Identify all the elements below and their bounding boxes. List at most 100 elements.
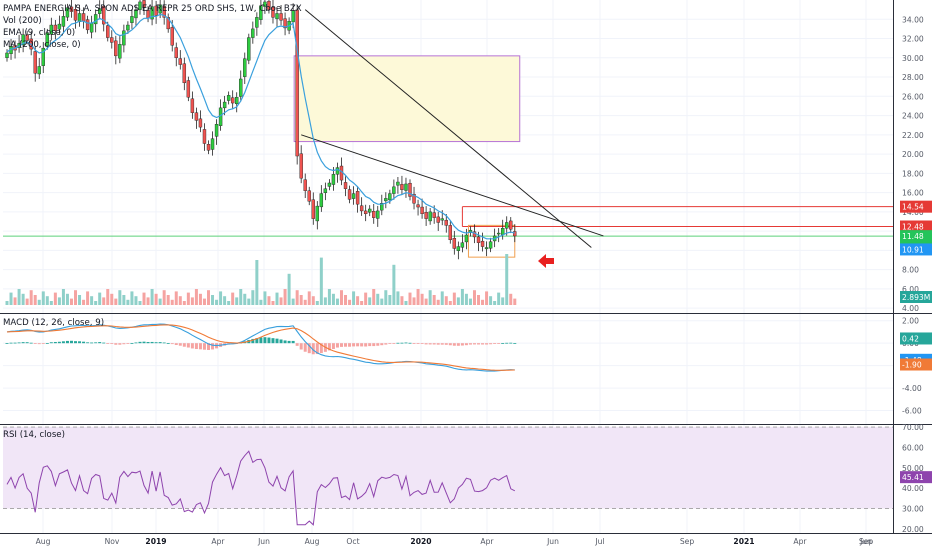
candle-body [206,144,211,151]
macd-histogram-bar [114,343,118,345]
volume-bar [118,290,122,305]
macd-histogram-bar [69,340,73,344]
candle-body [396,181,400,186]
macd-histogram-bar [489,343,493,345]
volume-bar [86,291,90,305]
candle-body [363,210,368,215]
macd-histogram-bar [275,338,279,344]
macd-histogram-bar [138,341,142,344]
volume-bar [408,292,412,305]
macd-histogram-bar [468,343,472,345]
volume-indicator-label[interactable]: Vol (200) [3,16,42,26]
volume-bar [239,289,243,305]
candle-body [476,236,481,243]
volume-bar [400,296,404,305]
volume-bar [102,297,106,305]
candle-body [513,231,517,237]
volume-bar [331,293,335,305]
macd-histogram-bar [404,342,408,344]
macd-histogram-bar [21,342,25,344]
ema-indicator-label[interactable]: EMA (9, close, 0) [3,28,76,38]
candle-body [69,6,74,12]
rsi-axis-tick: 50.00 [902,464,924,473]
volume-bar [211,295,215,305]
macd-histogram-bar [299,343,303,350]
candle-body [85,19,90,31]
volume-bar [464,293,468,305]
candle-body [271,7,275,18]
macd-histogram-bar [74,341,78,344]
level-high-tag: 14.54 [902,203,924,212]
volume-bar [90,296,94,305]
volume-bar [57,297,61,305]
macd-histogram-bar [388,343,392,344]
candle-body [428,211,432,222]
macd-axis-tick: -6.00 [902,407,922,416]
macd-histogram-bar [497,343,501,344]
candle-body [182,63,187,84]
candle-body [126,24,130,31]
time-axis-label: Sep [680,537,694,546]
volume-bar [13,297,17,305]
macd-histogram-bar [432,343,436,345]
volume-bar [94,301,98,305]
volume-bar [162,290,166,305]
rsi-indicator-label[interactable]: RSI (14, close) [3,430,65,440]
volume-bar [122,295,126,305]
volume-bar [255,260,259,305]
rsi-value-tag-bg [900,471,932,484]
volume-bar [110,293,114,305]
macd-histogram-bar [279,339,283,344]
macd-histogram-bar [5,343,9,344]
macd-histogram-bar [158,342,162,344]
rsi-band [3,427,893,509]
candle-body [110,37,114,43]
volume-bar [194,289,198,305]
candle-body [347,189,352,200]
volume-bar [198,293,202,305]
macd-histogram-bar [303,343,307,352]
candle-body [323,188,328,194]
volume-bar [17,289,21,305]
macd-histogram-bar [25,342,29,344]
macd-histogram-bar [352,343,356,347]
candle-body [505,222,509,229]
volume-bar [154,293,158,305]
ma-indicator-label[interactable]: MA (200, close, 0) [3,40,81,50]
candle-body [484,247,489,250]
macd-histogram-bar [440,343,444,345]
candle-body [21,34,25,46]
candle-body [89,22,94,33]
candle-body [247,37,251,61]
candle-body [162,6,166,18]
macd-histogram-bar [460,343,464,346]
price-axis-tick: 8.00 [902,266,919,275]
volume-bar [509,293,513,305]
volume-bar [69,298,73,305]
volume-bar [259,299,263,305]
candle-body [194,112,199,121]
price-axis-tick: 24.00 [902,112,924,121]
volume-bar [412,297,416,305]
candle-body [186,80,191,98]
macd-histogram-bar [360,343,364,347]
candle-body [154,5,158,16]
macd-histogram-bar [94,342,98,344]
volume-bar [146,297,150,305]
candle-body [37,66,41,75]
time-axis-label: Oct [346,537,359,546]
macd-histogram-bar [211,343,215,350]
candle-body [102,6,106,25]
macd-indicator-label[interactable]: MACD (12, 26, close, 9) [3,318,105,328]
volume-bar [303,299,307,305]
volume-bar [456,297,460,305]
candle-body [174,47,178,58]
candle-body [291,10,295,23]
macd-histogram-bar [146,342,150,344]
volume-bar [235,297,239,305]
candle-body [97,8,102,14]
macd-histogram-bar [259,337,263,344]
macd-histogram-bar [49,342,53,344]
volume-bar [497,292,501,305]
